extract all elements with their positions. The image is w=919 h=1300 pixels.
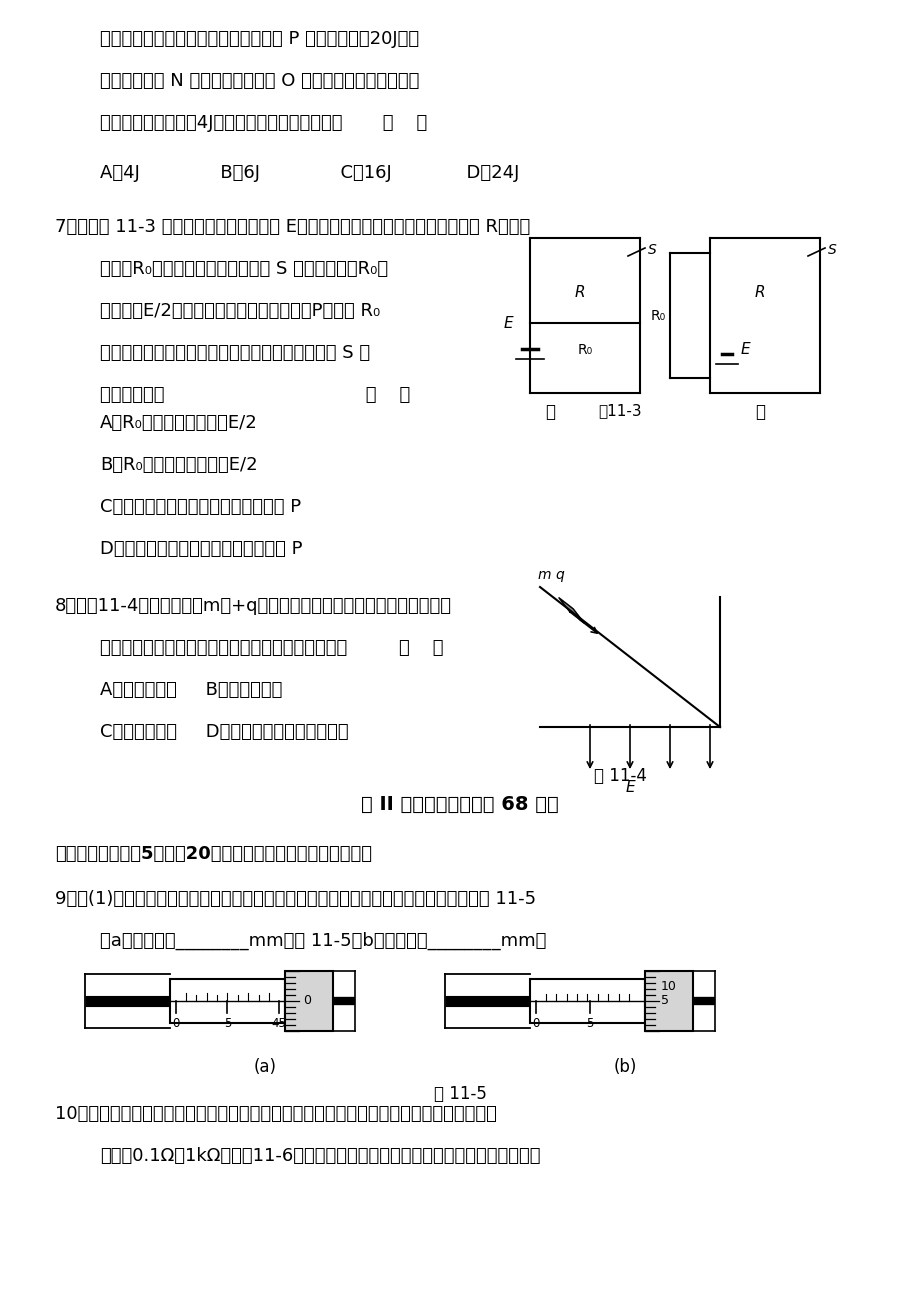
- Text: 0: 0: [172, 1017, 179, 1030]
- Text: C．滑动变阻器上消耗的功率一定小于 P: C．滑动变阻器上消耗的功率一定小于 P: [100, 498, 301, 516]
- Text: 10．在用电流表和电压表测干电池的电动势和内电阻的实验中，所用电流表和电压表的内阻: 10．在用电流表和电压表测干电池的电动势和内电阻的实验中，所用电流表和电压表的内…: [55, 1105, 496, 1123]
- Text: 图11-3: 图11-3: [597, 403, 641, 419]
- Text: 间的电势差相等，一个正电荷在等势面 P 处时的动能为20J，当: 间的电势差相等，一个正电荷在等势面 P 处时的动能为20J，当: [100, 30, 419, 48]
- Text: R₀: R₀: [650, 308, 664, 322]
- Text: S: S: [647, 243, 656, 257]
- Text: C．将减速下滑     D．以上三种情况都可能发生: C．将减速下滑 D．以上三种情况都可能发生: [100, 723, 348, 741]
- Bar: [285, 971, 333, 1031]
- Text: S: S: [827, 243, 836, 257]
- Text: A．R₀两端的电压将小于E/2: A．R₀两端的电压将小于E/2: [100, 413, 257, 432]
- Text: 图 11-5: 图 11-5: [433, 1086, 486, 1102]
- Text: 分别为0.1Ω和1kΩ，如图11-6（甲）和（乙）分别为实验原理图及所需的器件图。: 分别为0.1Ω和1kΩ，如图11-6（甲）和（乙）分别为实验原理图及所需的器件图…: [100, 1147, 540, 1165]
- Text: R: R: [574, 285, 584, 300]
- Text: R₀: R₀: [577, 343, 592, 356]
- Polygon shape: [559, 598, 584, 623]
- Text: 运动到等势面 N 时动能为零。现取 O 面为零电势参考平面，则: 运动到等势面 N 时动能为零。现取 O 面为零电势参考平面，则: [100, 72, 419, 90]
- Text: 图 11-4: 图 11-4: [593, 767, 646, 785]
- Text: 10: 10: [660, 980, 676, 993]
- Text: 9．（(1)用螺旋测微器测量一矩形小零件的长和宽时，螺旋测微器上的示数如图所示。图 11-5: 9．（(1)用螺旋测微器测量一矩形小零件的长和宽时，螺旋测微器上的示数如图所示。…: [55, 891, 536, 907]
- Text: m: m: [538, 568, 550, 582]
- Bar: [529, 979, 644, 1023]
- Text: 第 II 卷（非选择题，共 68 分）: 第 II 卷（非选择题，共 68 分）: [361, 796, 558, 814]
- Bar: [644, 971, 692, 1031]
- Text: 位置不变，则                                   （    ）: 位置不变，则 （ ）: [100, 386, 410, 404]
- Text: 8．如图11-4所示，质量为m带+q电量的滑块，沿绝缘斜面匀速下滑，当滑: 8．如图11-4所示，质量为m带+q电量的滑块，沿绝缘斜面匀速下滑，当滑: [55, 597, 451, 615]
- Text: (a): (a): [254, 1058, 277, 1076]
- Text: A．续匀速下滑     B．将加速下滑: A．续匀速下滑 B．将加速下滑: [100, 681, 282, 699]
- Text: 与电源位置互换，接成图乙所示电路时，滑动触头 S 的: 与电源位置互换，接成图乙所示电路时，滑动触头 S 的: [100, 344, 369, 361]
- Text: 乙: 乙: [754, 403, 765, 421]
- Text: 电阻为R₀。当滑动变阻器的滑动端 S 在某位置时，R₀两: 电阻为R₀。当滑动变阻器的滑动端 S 在某位置时，R₀两: [100, 260, 388, 278]
- Text: 块滑至竖直向下的匀强电场区时，滑块运动的状态为         （    ）: 块滑至竖直向下的匀强电场区时，滑块运动的状态为 （ ）: [100, 640, 443, 656]
- Text: B．R₀两端的电压将等于E/2: B．R₀两端的电压将等于E/2: [100, 456, 257, 474]
- Text: （a）的读数是________mm，图 11-5（b）的读数是________mm。: （a）的读数是________mm，图 11-5（b）的读数是________m…: [100, 932, 546, 950]
- Text: A．4J              B．6J              C．16J             D．24J: A．4J B．6J C．16J D．24J: [100, 164, 519, 182]
- Text: 5: 5: [585, 1017, 593, 1030]
- Text: 二、填空题（每题5分，共20分，请把答案填写在题中横线上）: 二、填空题（每题5分，共20分，请把答案填写在题中横线上）: [55, 845, 371, 863]
- Text: 45: 45: [271, 1017, 287, 1030]
- Text: D．滑动变阻器上消耗的功率可能大于 P: D．滑动变阻器上消耗的功率可能大于 P: [100, 540, 302, 558]
- Text: 5: 5: [223, 1017, 231, 1030]
- Text: 5: 5: [660, 994, 668, 1008]
- Text: 当此电荷的电势能为4J，它的动能为（不计重力）       （    ）: 当此电荷的电势能为4J，它的动能为（不计重力） （ ）: [100, 114, 426, 133]
- Text: E: E: [740, 342, 749, 358]
- Text: E: E: [503, 316, 512, 330]
- Text: 0: 0: [531, 1017, 539, 1030]
- Text: E: E: [625, 780, 634, 796]
- Text: q: q: [554, 568, 563, 582]
- Text: 0: 0: [302, 994, 311, 1008]
- Text: 甲: 甲: [544, 403, 554, 421]
- Text: R: R: [754, 285, 765, 300]
- Text: 7．如图甲 11-3 所示电路，电源电动势为 E，内阻不计，滑动变阻器的最大电阻为 R，负载: 7．如图甲 11-3 所示电路，电源电动势为 E，内阻不计，滑动变阻器的最大电阻…: [55, 218, 529, 237]
- Text: (b): (b): [613, 1058, 636, 1076]
- Bar: [170, 979, 285, 1023]
- Text: 端电压为E/2，滑动变阻器上消耗的功率为P。若将 R₀: 端电压为E/2，滑动变阻器上消耗的功率为P。若将 R₀: [100, 302, 380, 320]
